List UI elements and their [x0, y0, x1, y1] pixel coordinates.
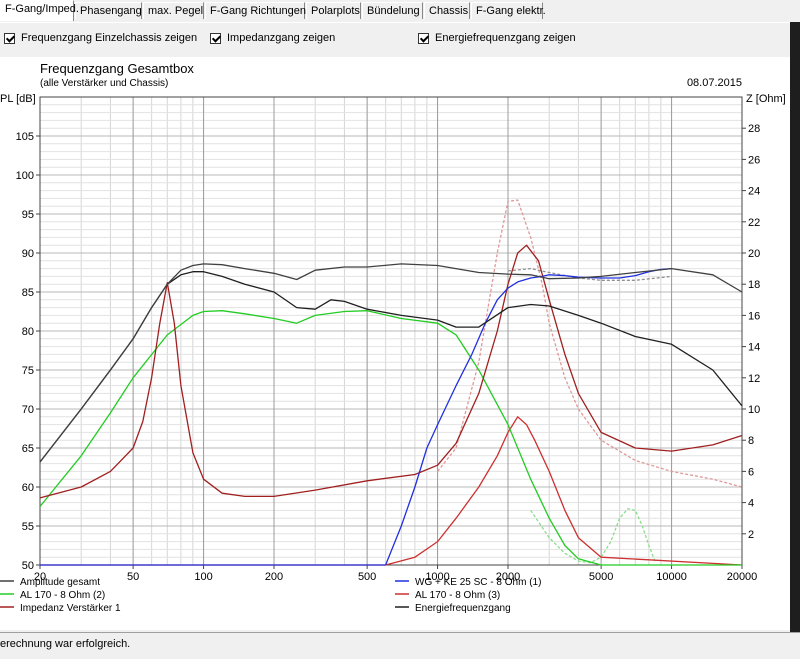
- tab-1[interactable]: F-Gang/Imped.: [0, 0, 79, 21]
- y-right-tick-label: 10: [748, 404, 760, 416]
- y-right-tick-label: 14: [748, 342, 760, 354]
- x-tick-label: 2000: [496, 571, 520, 583]
- series-line-3: [39, 310, 742, 566]
- tab-6[interactable]: Bündelung: [362, 2, 423, 19]
- y-left-tick-label: 95: [22, 209, 34, 221]
- y-right-tick-label: 6: [748, 466, 754, 478]
- x-tick-label: 20000: [727, 571, 758, 583]
- tab-2[interactable]: Phasengang: [75, 2, 142, 19]
- y-left-tick-label: 55: [22, 521, 34, 533]
- energie-label: Energiefrequenzgang zeigen: [435, 32, 576, 44]
- opt-einzelchassis[interactable]: Frequenzgang Einzelchassis zeigen: [4, 32, 197, 44]
- tab-bar: F-Gang/Imped. Phasengang max. Pegel F-Gang …: [0, 0, 800, 22]
- einzelchassis-label: Frequenzgang Einzelchassis zeigen: [21, 32, 198, 44]
- chart-title: Frequenzgang Gesamtbox: [40, 61, 194, 76]
- x-tick-label: 100: [194, 571, 212, 583]
- tab-8[interactable]: F-Gang elektr.: [471, 2, 546, 19]
- y-left-tick-label: 85: [22, 287, 34, 299]
- status-text: erechnung war erfolgreich.: [0, 638, 131, 650]
- window-edge: [790, 22, 800, 632]
- y-left-tick-label: 50: [22, 560, 34, 572]
- series-line-5: [39, 244, 743, 499]
- opt-energie[interactable]: Energiefrequenzgang zeigen: [418, 32, 576, 44]
- y-left-tick-label: 75: [22, 365, 34, 377]
- y-right-axis-label: Z [Ohm]: [746, 93, 786, 105]
- x-tick-label: 50: [127, 571, 139, 583]
- legend-label: AL 170 - 8 Ohm (3): [415, 590, 500, 601]
- y-left-tick-label: 70: [22, 404, 34, 416]
- frequency-response-chart: 5055606570758085909510010524681012141618…: [0, 61, 786, 614]
- legend-label: WG + KE 25 SC - 8 Ohm (1): [415, 577, 541, 588]
- y-right-tick-label: 24: [748, 186, 760, 198]
- y-left-tick-label: 105: [16, 131, 34, 143]
- legend-label: AL 170 - 8 Ohm (2): [20, 590, 105, 601]
- tab-5[interactable]: Polarplots: [306, 2, 361, 19]
- y-right-tick-label: 18: [748, 279, 760, 291]
- series-line-1: [39, 263, 743, 463]
- series-line-2: [40, 267, 672, 566]
- y-right-tick-label: 4: [748, 498, 754, 510]
- y-right-tick-label: 2: [748, 529, 754, 541]
- x-tick-label: 20: [34, 571, 46, 583]
- legend-label: Amplitude gesamt: [20, 577, 100, 588]
- x-tick-label: 500: [358, 571, 376, 583]
- tab-4[interactable]: F-Gang Richtungen: [205, 2, 306, 19]
- impedanz-checkbox[interactable]: [210, 32, 221, 44]
- y-right-tick-label: 26: [748, 154, 760, 166]
- series-line-9: [530, 508, 656, 564]
- y-right-tick-label: 22: [748, 217, 760, 229]
- chart-area: 50 55 60 65 70 75 80 85 90 95 100 105 2 4 6 8 10 12 14 16 18…: [0, 57, 790, 630]
- x-tick-label: 200: [265, 571, 283, 583]
- tab-3[interactable]: max. Pegel: [143, 2, 204, 19]
- x-tick-label: 1000: [425, 571, 449, 583]
- legend-label: Impedanz Verstärker 1: [20, 603, 121, 614]
- legend-label: Energiefrequenzgang: [415, 603, 511, 614]
- einzelchassis-checkbox[interactable]: [4, 32, 15, 44]
- y-left-tick-label: 60: [22, 482, 34, 494]
- y-right-tick-label: 28: [748, 123, 760, 135]
- y-right-tick-label: 8: [748, 435, 754, 447]
- y-left-tick-label: 80: [22, 326, 34, 338]
- x-tick-label: 10000: [656, 571, 687, 583]
- options-bar: Frequenzgang Einzelchassis zeigen Impeda…: [0, 22, 790, 58]
- status-bar: erechnung war erfolgreich.: [0, 632, 800, 659]
- opt-impedanz[interactable]: Impedanzgang zeigen: [210, 32, 335, 44]
- chart-date: 08.07.2015: [687, 77, 742, 89]
- y-left-axis-label: PL [dB]: [0, 93, 36, 105]
- x-tick-label: 5000: [589, 571, 613, 583]
- series-line-4: [40, 416, 743, 566]
- series-line-8: [437, 199, 743, 488]
- y-left-tick-label: 90: [22, 248, 34, 260]
- tab-7[interactable]: Chassis: [424, 2, 470, 19]
- y-left-tick-label: 65: [22, 443, 34, 455]
- impedanz-label: Impedanzgang zeigen: [227, 32, 336, 44]
- y-right-tick-label: 20: [748, 248, 760, 260]
- energie-checkbox[interactable]: [418, 32, 429, 44]
- y-right-tick-label: 16: [748, 310, 760, 322]
- y-left-tick-label: 100: [16, 170, 34, 182]
- y-right-tick-label: 12: [748, 373, 760, 385]
- chart-subtitle: (alle Verstärker und Chassis): [40, 78, 168, 89]
